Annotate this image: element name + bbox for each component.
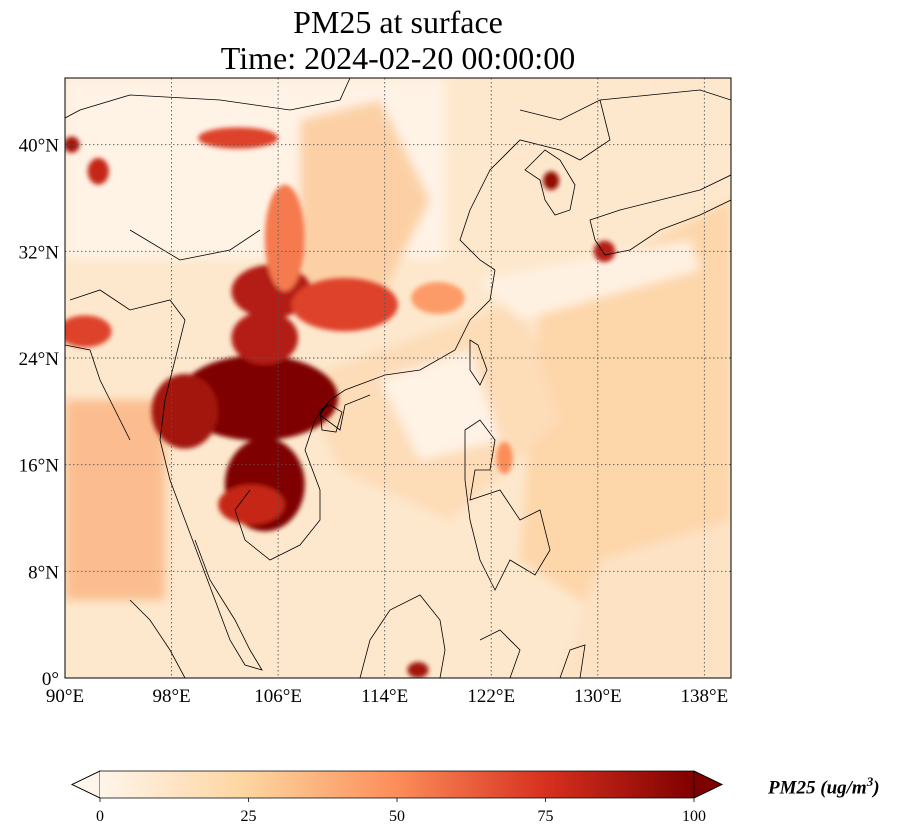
colorbar-tick-label: 0 bbox=[96, 808, 104, 825]
pm25-hotspot-4 bbox=[291, 278, 398, 332]
lon-tick-label: 130°E bbox=[574, 686, 622, 707]
lat-tick-label: 32°N bbox=[19, 242, 60, 263]
lon-tick-label: 106°E bbox=[254, 686, 302, 707]
pm25-hotspot-6 bbox=[264, 184, 305, 292]
colorbar-label: PM25 (ug/m3) bbox=[768, 774, 880, 799]
pm25-hotspot-16 bbox=[496, 442, 513, 474]
lon-tick-label: 122°E bbox=[467, 686, 515, 707]
pm25-hotspot-9 bbox=[65, 136, 80, 153]
latitude-tick-labels: 0° 8°N 16°N 24°N 32°N 40°N bbox=[19, 136, 60, 690]
lon-tick-label: 90°E bbox=[46, 686, 84, 707]
colorbar: 0 25 50 75 100 bbox=[71, 770, 723, 825]
lat-tick-label: 0° bbox=[42, 669, 59, 690]
gridlines bbox=[65, 78, 731, 678]
colorbar-tick-label: 50 bbox=[389, 808, 405, 825]
lon-tick-label: 98°E bbox=[152, 686, 190, 707]
colorbar-tick-label: 25 bbox=[241, 808, 257, 825]
pm25-hotspot-14 bbox=[407, 662, 429, 678]
map-subtitle: Time: 2024-02-20 00:00:00 bbox=[220, 40, 576, 76]
pm25-hotspot-7 bbox=[198, 127, 279, 149]
colorbar-label-superscript: 3 bbox=[866, 774, 874, 789]
lat-tick-label: 40°N bbox=[19, 136, 60, 157]
colorbar-tick-labels: 0 25 50 75 100 bbox=[96, 798, 706, 825]
lat-tick-label: 8°N bbox=[28, 562, 59, 583]
pm25-hotspot-10 bbox=[65, 315, 112, 348]
colorbar-extend-max bbox=[693, 770, 723, 799]
colorbar-label-text: PM25 (ug/m bbox=[768, 777, 867, 799]
pm25-hotspot-2 bbox=[151, 374, 219, 449]
colorbar-tick-label: 100 bbox=[682, 808, 706, 825]
map-area bbox=[65, 78, 731, 678]
pm25-hotspot-13 bbox=[218, 484, 285, 525]
lon-tick-label: 138°E bbox=[681, 686, 729, 707]
pm25-hotspot-11 bbox=[543, 171, 560, 191]
lat-tick-label: 24°N bbox=[19, 349, 60, 370]
colorbar-gradient bbox=[100, 771, 694, 798]
pm25-hotspot-15 bbox=[411, 282, 465, 314]
pm25-hotspots bbox=[65, 127, 616, 678]
colorbar-extend-min bbox=[71, 770, 101, 799]
pm25-hotspot-0 bbox=[178, 355, 339, 441]
lon-tick-label: 114°E bbox=[361, 686, 408, 707]
map-title: PM25 at surface bbox=[293, 4, 503, 40]
map-frame bbox=[64, 77, 732, 679]
coastlines bbox=[65, 78, 731, 678]
pm25-smooth-field bbox=[65, 78, 731, 678]
pm25-hotspot-5 bbox=[231, 311, 299, 365]
colorbar-tick-label: 75 bbox=[538, 808, 554, 825]
colorbar-label-close: ) bbox=[873, 777, 880, 799]
longitude-tick-labels: 90°E 98°E 106°E 114°E 122°E 130°E 138°E bbox=[46, 686, 728, 707]
pm25-hotspot-8 bbox=[87, 158, 109, 185]
lat-tick-label: 16°N bbox=[19, 456, 60, 477]
